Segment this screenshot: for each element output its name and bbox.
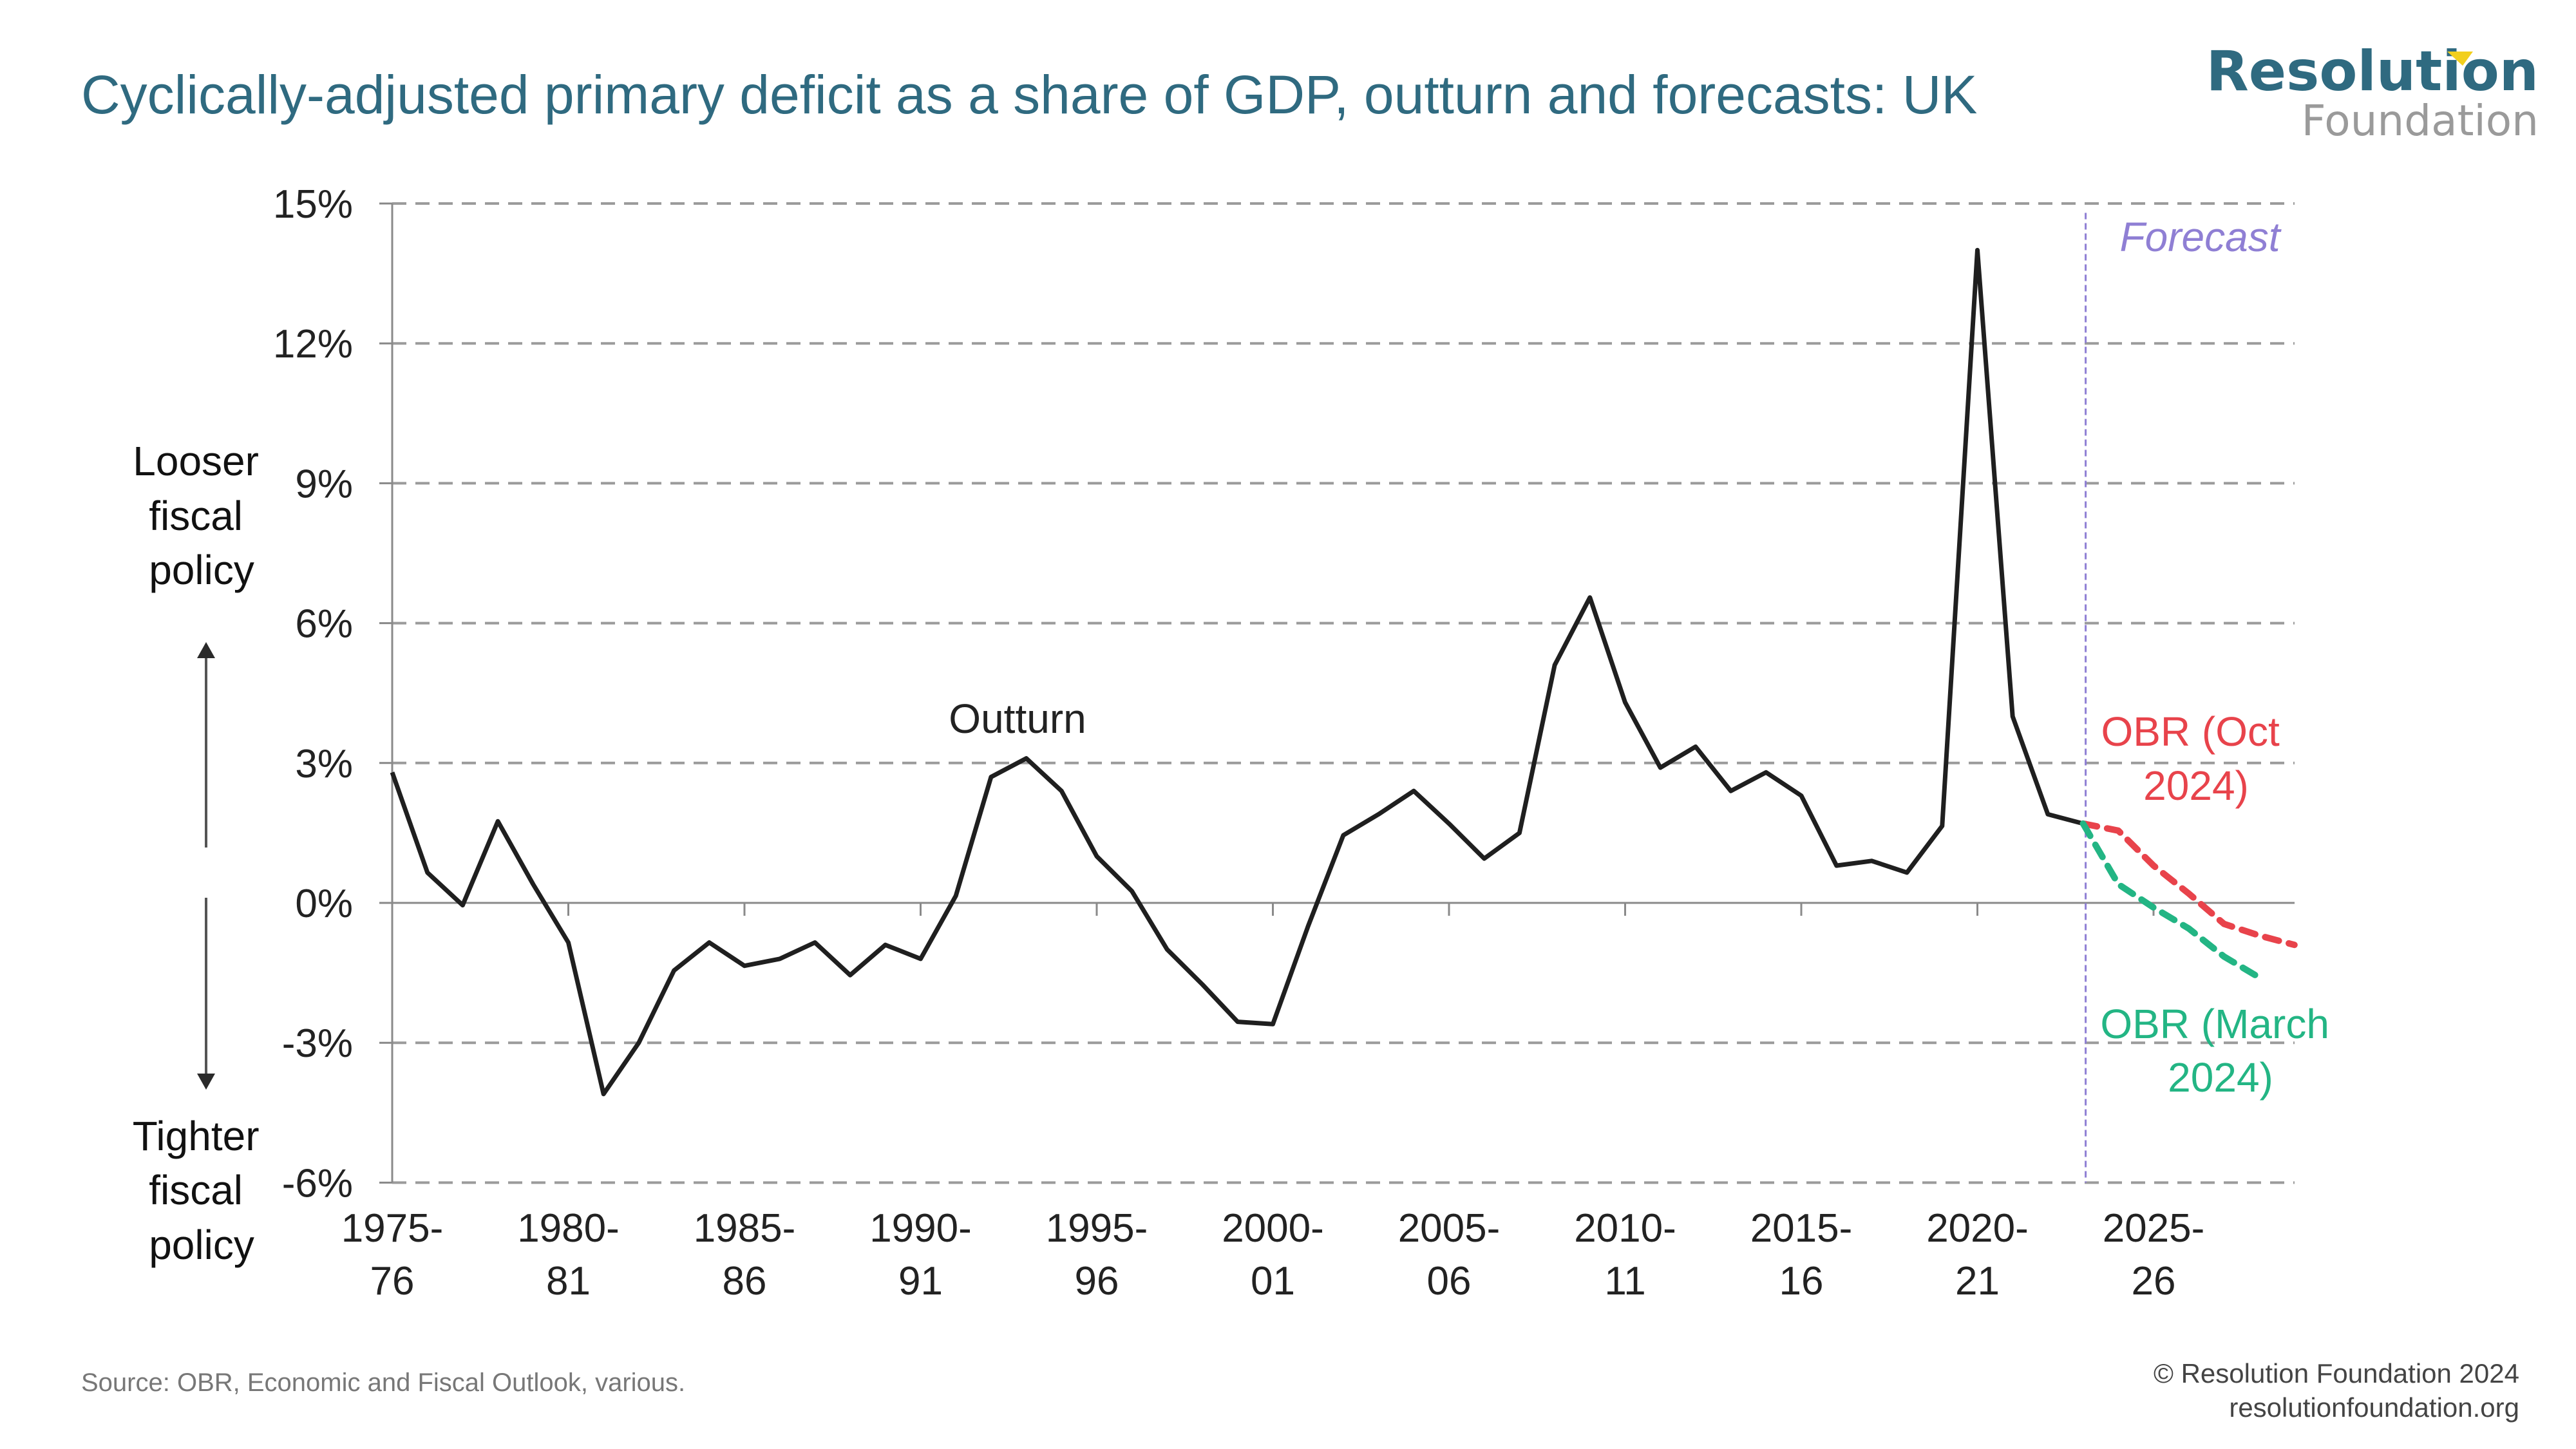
x-tick-label-line: 2020- (1926, 1206, 2029, 1251)
series-group (390, 247, 2298, 1097)
x-tick-label-line: 21 (1955, 1259, 2000, 1303)
outturn-label-line: Outturn (949, 696, 1086, 742)
x-tick-label-line: 2000- (1222, 1206, 1324, 1251)
x-tick-label: 2020- 21 (1926, 1206, 2029, 1303)
logo-line1: Resolution (2206, 39, 2539, 104)
x-tick-label-line: 76 (370, 1259, 415, 1303)
y-tick-label: 0% (295, 882, 353, 926)
y-tick-label: -6% (282, 1161, 353, 1206)
y-tick-label: 3% (295, 742, 353, 786)
x-tick-label-line: 01 (1251, 1259, 1295, 1303)
y-tick-label: 9% (295, 462, 353, 506)
looser-line1: Looser (133, 438, 259, 484)
obr-march-label-line2: 2024) (2168, 1054, 2273, 1101)
x-tick-label-line: 11 (1604, 1259, 1645, 1303)
x-tick-label-line: 06 (1427, 1259, 1472, 1303)
x-tick-label-line: 2005- (1398, 1206, 1501, 1251)
x-tick-label: 1985- 86 (694, 1206, 796, 1303)
x-tick-label-line: 26 (2132, 1259, 2176, 1303)
down-arrow-icon (197, 898, 215, 1090)
outturn-line (390, 247, 2084, 1097)
x-tick-label-line: 16 (1779, 1259, 1824, 1303)
x-tick-label-line: 1975- (341, 1206, 444, 1251)
outturn-label: Outturn (949, 696, 1086, 742)
x-tick-label-line: 1995- (1046, 1206, 1148, 1251)
x-tick-label: 2005- 06 (1398, 1206, 1501, 1303)
logo-line2: Foundation (2302, 96, 2539, 146)
x-tick-label-line: 81 (546, 1259, 591, 1303)
x-tick-label-line: 1985- (694, 1206, 796, 1251)
x-tick-label-line: 86 (723, 1259, 767, 1303)
looser-fiscal-policy-label: Looser fiscal policy (133, 438, 270, 593)
x-tick-label-line: 2010- (1574, 1206, 1676, 1251)
x-tick-label: 1995- 96 (1046, 1206, 1148, 1303)
y-tick-label: -3% (282, 1021, 353, 1066)
x-tick-label: 2015- 16 (1750, 1206, 1853, 1303)
tighter-line1: Tighter (133, 1113, 260, 1159)
y-axis-tick-labels: 15% 12% 9% 6% 3% 0% -3% -6% (273, 182, 353, 1206)
x-tick-label: 1975- 76 (341, 1206, 444, 1303)
copyright-note: © Resolution Foundation 2024 (2154, 1358, 2519, 1388)
up-arrow-icon (197, 642, 215, 848)
y-tick-label: 15% (273, 182, 353, 227)
y-tick-label: 6% (295, 602, 353, 647)
forecast-label: Forecast (2120, 214, 2282, 260)
resolution-foundation-logo: Resolution Foundation (2206, 39, 2539, 146)
obr-oct-2024-label: OBR (Oct 2024) (2101, 708, 2291, 809)
x-tick-label-line: 1980- (517, 1206, 620, 1251)
x-tick-label-line: 96 (1075, 1259, 1119, 1303)
logo-accent-mark (2447, 52, 2473, 66)
looser-line3: policy (149, 547, 254, 593)
x-tick-label: 2010- 11 (1574, 1206, 1676, 1303)
obr-oct-label-line1: OBR (Oct (2101, 708, 2280, 755)
obr-march-2024-label: OBR (March 2024) (2100, 1001, 2340, 1101)
x-tick-label-line: 2025- (2103, 1206, 2205, 1251)
obr-march-2024-line (2079, 820, 2263, 981)
x-tick-label: 2025- 26 (2103, 1206, 2205, 1303)
x-axis-tick-labels: 1975- 76 1980- 81 1985- 86 1990- 91 1995- 96 2000-… (341, 1206, 2205, 1303)
x-tick-label: 1990- 91 (869, 1206, 972, 1303)
x-tick-label: 2000- 01 (1222, 1206, 1324, 1303)
x-tick-label-line: 2015- (1750, 1206, 1853, 1251)
tighter-fiscal-policy-label: Tighter fiscal policy (133, 1113, 271, 1268)
tighter-line3: policy (149, 1222, 254, 1268)
x-axis-ticks (567, 903, 2155, 916)
obr-oct-label-line2: 2024) (2143, 762, 2249, 809)
gridlines (379, 202, 2295, 1184)
obr-march-label-line1: OBR (March (2100, 1001, 2329, 1047)
looser-line2: fiscal (149, 493, 243, 539)
y-tick-label: 12% (273, 322, 353, 366)
website-link[interactable]: resolutionfoundation.org (2229, 1392, 2519, 1423)
source-note: Source: OBR, Economic and Fiscal Outlook… (81, 1368, 685, 1397)
chart-title: Cyclically-adjusted primary deficit as a… (81, 64, 1977, 125)
x-tick-label-line: 1990- (869, 1206, 972, 1251)
x-tick-label-line: 91 (898, 1259, 943, 1303)
tighter-line2: fiscal (149, 1167, 243, 1213)
x-tick-label: 1980- 81 (517, 1206, 620, 1303)
